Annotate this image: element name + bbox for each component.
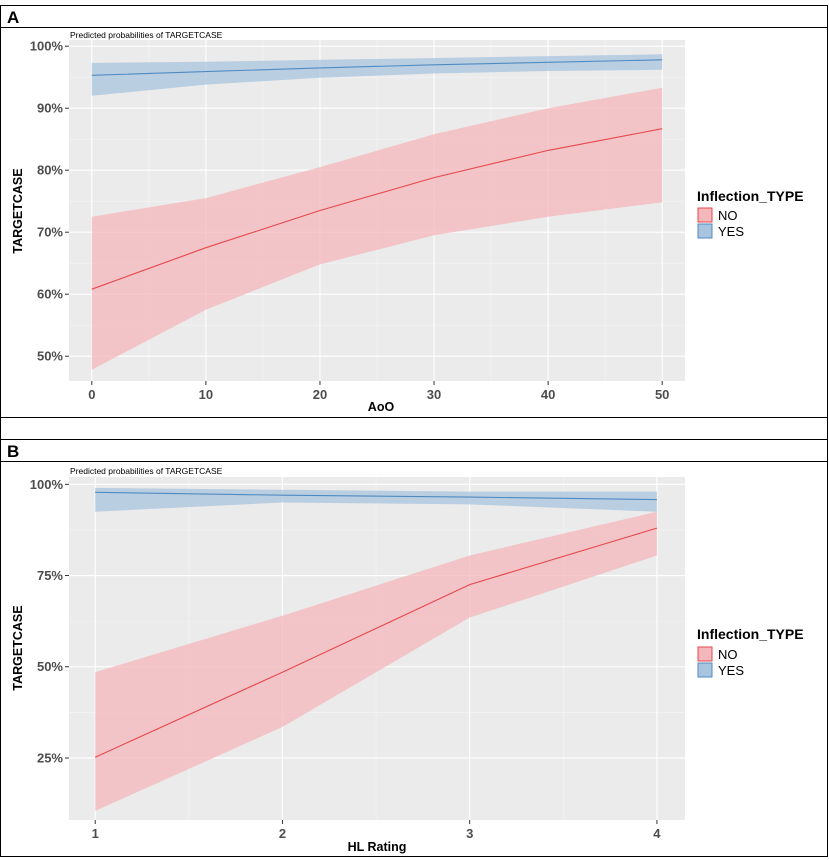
x-tick-label: 40 (541, 387, 555, 402)
series-line-yes (91, 59, 663, 76)
y-ticks-b: 25% 50% 75% 100% (30, 477, 69, 765)
y-tick-label: 100% (30, 477, 64, 492)
series-line-no (94, 527, 658, 758)
legend-b-title: Inflection_TYPE (697, 626, 804, 642)
legend-b-swatch-yes (697, 662, 713, 678)
x-ticks-a: 0 10 20 30 40 50 (88, 381, 669, 402)
y-tick-label: 25% (37, 750, 63, 765)
series-line-yes (95, 491, 657, 501)
legend-a: Inflection_TYPE NO YES (697, 188, 804, 239)
ci-ribbon-no (91, 87, 663, 370)
panel-b: B Predicted probabilities of TARGETCASE … (0, 439, 828, 857)
legend-a-swatch-no (697, 207, 713, 223)
chart-a-title: Predicted probabilities of TARGETCASE (70, 30, 223, 40)
x-tick-label: 30 (427, 387, 441, 402)
panel-b-header (0, 439, 828, 462)
x-axis-title-b: HL Rating (348, 840, 407, 854)
x-tick-label: 3 (466, 826, 473, 841)
ci-ribbon-no (95, 511, 657, 811)
legend-a-item-no: NO (718, 208, 738, 223)
legend-a-swatch-yes (697, 223, 713, 239)
x-axis-title-a: AoO (368, 400, 395, 414)
ci-ribbon-yes (95, 487, 657, 512)
legend-b-item-yes: YES (718, 663, 744, 678)
y-tick-label: 60% (37, 287, 63, 302)
x-tick-label: 50 (655, 387, 669, 402)
panel-b-label: B (7, 442, 19, 461)
x-tick-label: 0 (88, 387, 95, 402)
legend-b: Inflection_TYPE NO YES (697, 626, 804, 678)
series-line-no (91, 128, 663, 290)
x-tick-label: 4 (653, 826, 661, 841)
lines-a (91, 59, 663, 290)
y-tick-label: 50% (37, 349, 63, 364)
ribbons-a (91, 54, 663, 370)
y-tick-label: 80% (37, 163, 63, 178)
y-ticks-a: 50% 60% 70% 80% 90% 100% (30, 39, 69, 364)
lines-b (94, 491, 658, 758)
legend-b-item-no: NO (718, 647, 738, 662)
y-tick-label: 100% (30, 39, 64, 54)
panel-spacer (0, 417, 828, 440)
y-tick-label: 50% (37, 659, 63, 674)
ribbons-b (95, 487, 657, 811)
x-ticks-b: 1 2 3 4 (92, 820, 661, 841)
x-tick-label: 2 (279, 826, 286, 841)
x-tick-label: 20 (313, 387, 327, 402)
legend-a-title: Inflection_TYPE (697, 188, 804, 204)
y-axis-title-b: TARGETCASE (11, 605, 25, 690)
legend-b-swatch-no (697, 646, 713, 662)
x-tick-label: 1 (92, 826, 99, 841)
y-tick-label: 70% (37, 225, 63, 240)
panel-a-label: A (7, 8, 19, 27)
legend-a-item-yes: YES (718, 224, 744, 239)
y-tick-label: 90% (37, 101, 63, 116)
chart-b-title: Predicted probabilities of TARGETCASE (70, 466, 223, 476)
y-axis-title-a: TARGETCASE (11, 168, 25, 253)
ci-ribbon-yes (91, 54, 663, 96)
panel-a: A Predicted probabilities of TARGETCASE … (0, 5, 828, 418)
panel-a-header (0, 5, 828, 28)
y-tick-label: 75% (37, 568, 63, 583)
x-tick-label: 10 (199, 387, 213, 402)
